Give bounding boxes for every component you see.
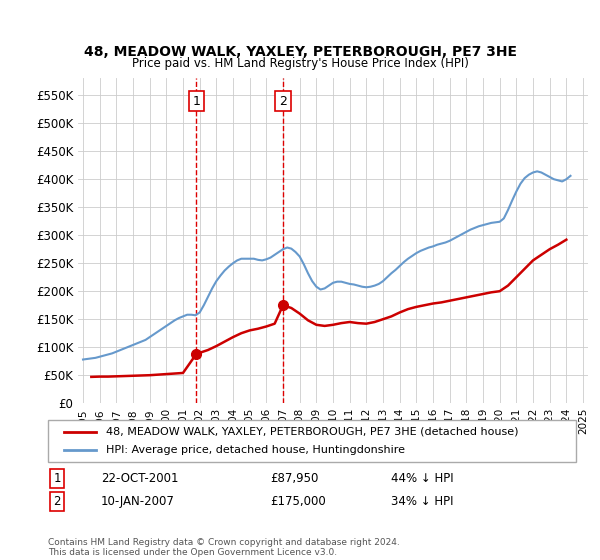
Text: 2: 2 bbox=[279, 95, 287, 108]
Text: 10-JAN-2007: 10-JAN-2007 bbox=[101, 495, 175, 508]
Text: 2: 2 bbox=[53, 495, 61, 508]
Text: 48, MEADOW WALK, YAXLEY, PETERBOROUGH, PE7 3HE (detached house): 48, MEADOW WALK, YAXLEY, PETERBOROUGH, P… bbox=[106, 427, 518, 437]
Text: £175,000: £175,000 bbox=[270, 495, 326, 508]
Text: Contains HM Land Registry data © Crown copyright and database right 2024.
This d: Contains HM Land Registry data © Crown c… bbox=[48, 538, 400, 557]
Text: HPI: Average price, detached house, Huntingdonshire: HPI: Average price, detached house, Hunt… bbox=[106, 445, 405, 455]
Text: 48, MEADOW WALK, YAXLEY, PETERBOROUGH, PE7 3HE: 48, MEADOW WALK, YAXLEY, PETERBOROUGH, P… bbox=[83, 45, 517, 59]
Text: £87,950: £87,950 bbox=[270, 472, 318, 485]
Text: 1: 1 bbox=[53, 472, 61, 485]
Text: 34% ↓ HPI: 34% ↓ HPI bbox=[391, 495, 454, 508]
FancyBboxPatch shape bbox=[48, 420, 576, 462]
Text: Price paid vs. HM Land Registry's House Price Index (HPI): Price paid vs. HM Land Registry's House … bbox=[131, 57, 469, 70]
Text: 22-OCT-2001: 22-OCT-2001 bbox=[101, 472, 178, 485]
Text: 44% ↓ HPI: 44% ↓ HPI bbox=[391, 472, 454, 485]
Text: 1: 1 bbox=[193, 95, 200, 108]
